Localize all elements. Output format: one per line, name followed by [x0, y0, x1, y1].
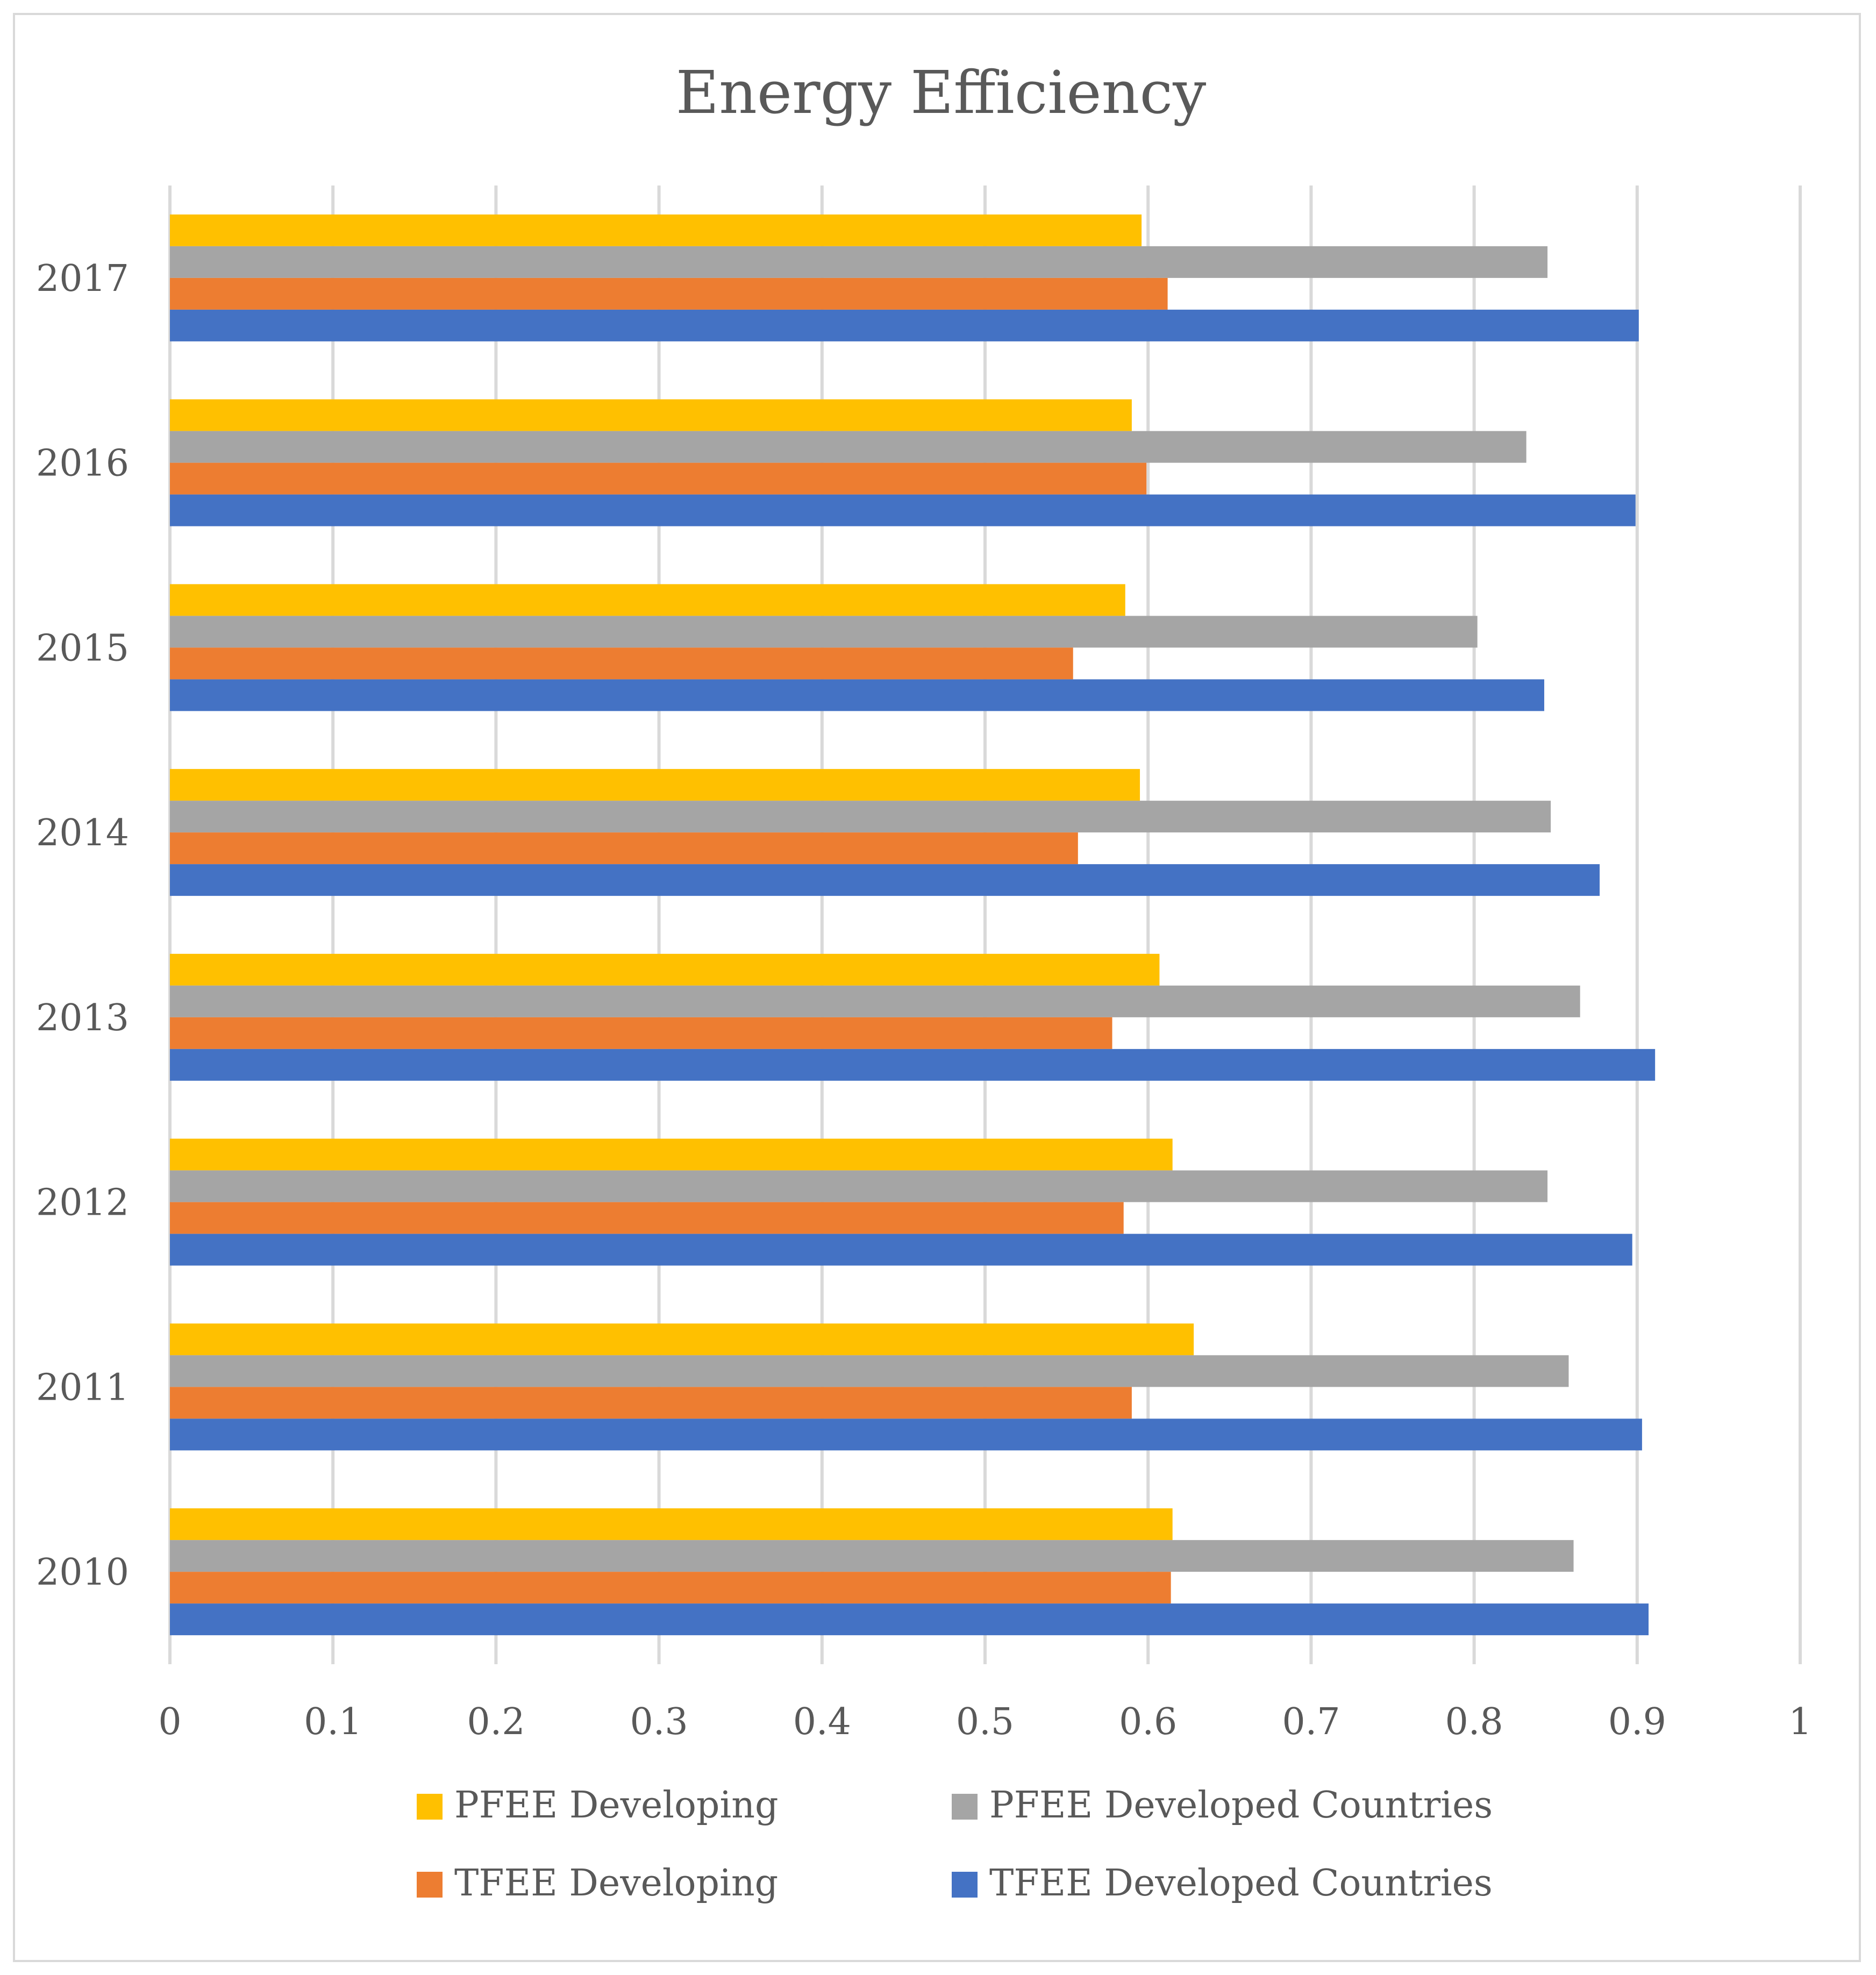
x-tick-label: 0.1 [304, 1701, 362, 1743]
y-axis-ticks: 2010 2011 2012 2013 2014 2015 2016 2017 [36, 258, 129, 1594]
x-tick-label: 0.6 [1119, 1701, 1177, 1743]
y-tick-label: 2015 [36, 627, 129, 669]
bar-2011-tfee-developing [170, 1387, 1132, 1419]
bar-2010-tfee-developing [170, 1572, 1171, 1604]
bar-2013-tfee-developing [170, 1017, 1112, 1049]
legend: PFEE Developing PFEE Developed Countries T… [417, 1784, 1493, 1905]
x-tick-label: 1 [1788, 1701, 1811, 1743]
bar-2015-pfee-developing [170, 584, 1125, 616]
chart-title: Energy Efficiency [676, 58, 1206, 127]
bar-2010-tfee-developed-countries [170, 1603, 1649, 1636]
y-tick-label: 2010 [36, 1551, 129, 1594]
bar-2010-pfee-developed-countries [170, 1540, 1574, 1572]
bar-2011-pfee-developed-countries [170, 1355, 1569, 1387]
bar-2015-tfee-developed-countries [170, 679, 1544, 711]
y-tick-label: 2012 [36, 1182, 129, 1224]
y-tick-label: 2017 [36, 258, 129, 300]
bar-2012-pfee-developing [170, 1138, 1173, 1171]
x-axis-ticks: 0 0.1 0.2 0.3 0.4 0.5 0.6 0.7 0.8 0.9 1 [158, 1701, 1811, 1743]
x-tick-label: 0.2 [467, 1701, 525, 1743]
x-tick-label: 0 [158, 1701, 181, 1743]
bar-2013-tfee-developed-countries [170, 1049, 1656, 1081]
bar-2016-tfee-developing [170, 462, 1147, 495]
bar-2016-pfee-developing [170, 399, 1132, 431]
legend-label-pfee-developing: PFEE Developing [454, 1784, 779, 1827]
bar-2010-pfee-developing [170, 1508, 1173, 1541]
bar-2013-pfee-developed-countries [170, 985, 1580, 1017]
y-tick-label: 2016 [36, 443, 129, 485]
bar-2017-pfee-developing [170, 214, 1142, 246]
x-tick-label: 0.8 [1445, 1701, 1503, 1743]
bar-2017-tfee-developing [170, 277, 1168, 310]
bar-2015-tfee-developing [170, 647, 1073, 680]
bar-2014-pfee-developing [170, 769, 1140, 801]
bar-2016-tfee-developed-countries [170, 494, 1636, 526]
bars [170, 214, 1656, 1636]
bar-2017-pfee-developed-countries [170, 246, 1548, 278]
bar-2016-pfee-developed-countries [170, 431, 1527, 463]
x-tick-label: 0.7 [1282, 1701, 1340, 1743]
bar-2011-pfee-developing [170, 1323, 1194, 1356]
legend-swatch-pfee-developed-countries [952, 1794, 978, 1820]
bar-2014-tfee-developed-countries [170, 864, 1600, 896]
y-tick-label: 2011 [36, 1366, 129, 1409]
bar-2012-tfee-developing [170, 1202, 1124, 1234]
bar-2011-tfee-developed-countries [170, 1418, 1642, 1451]
legend-label-pfee-developed-countries: PFEE Developed Countries [989, 1784, 1493, 1827]
legend-swatch-pfee-developing [417, 1794, 443, 1820]
y-tick-label: 2014 [36, 812, 129, 854]
bar-2014-tfee-developing [170, 832, 1078, 865]
legend-label-tfee-developing: TFEE Developing [454, 1862, 778, 1905]
x-tick-label: 0.9 [1608, 1701, 1666, 1743]
bar-2012-tfee-developed-countries [170, 1234, 1632, 1266]
x-tick-label: 0.3 [630, 1701, 688, 1743]
y-tick-label: 2013 [36, 997, 129, 1039]
x-tick-label: 0.5 [956, 1701, 1014, 1743]
bar-2015-pfee-developed-countries [170, 616, 1478, 648]
legend-label-tfee-developed-countries: TFEE Developed Countries [989, 1862, 1493, 1905]
bar-2014-pfee-developed-countries [170, 801, 1551, 833]
legend-swatch-tfee-developed-countries [952, 1872, 978, 1898]
x-tick-label: 0.4 [793, 1701, 851, 1743]
bar-2017-tfee-developed-countries [170, 309, 1639, 341]
legend-swatch-tfee-developing [417, 1872, 443, 1898]
bar-2013-pfee-developing [170, 953, 1160, 986]
bar-2012-pfee-developed-countries [170, 1170, 1548, 1202]
